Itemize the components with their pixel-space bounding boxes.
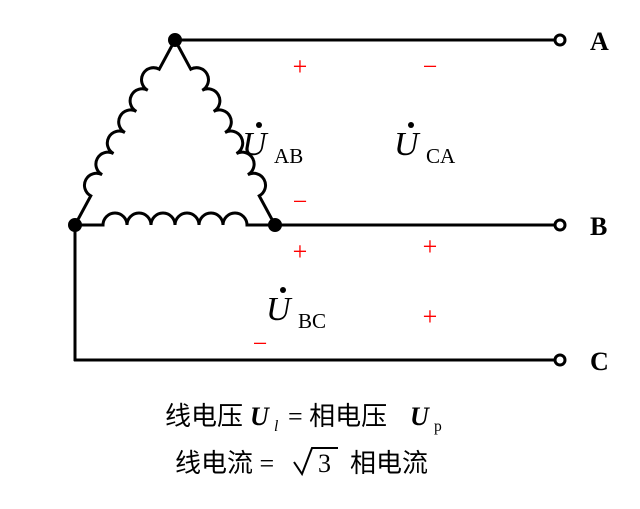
polarity-CA_minus: −: [423, 52, 438, 81]
terminal-label-C: C: [590, 347, 609, 376]
svg-text:U: U: [410, 402, 430, 431]
svg-text:l: l: [274, 418, 278, 435]
polarity-BC_plus_rt: +: [423, 302, 438, 331]
phasor-UBC: UBC: [266, 287, 326, 333]
terminal-label-B: B: [590, 212, 607, 241]
svg-text:= 相电压: = 相电压: [288, 402, 387, 431]
equation-line-1: 线电压Ul = 相电压Up: [165, 402, 442, 435]
svg-text:AB: AB: [274, 144, 303, 168]
svg-text:U: U: [250, 402, 270, 431]
polarity-BC_minus: −: [253, 329, 268, 358]
svg-text:线电压: 线电压: [165, 402, 243, 431]
svg-text:线电流 =: 线电流 =: [175, 449, 274, 478]
svg-text:U: U: [242, 126, 269, 163]
svg-text:相电流: 相电流: [350, 449, 428, 478]
svg-text:BC: BC: [298, 309, 326, 333]
polarity-AB_minus: −: [293, 187, 308, 216]
circuit-diagram: ABCUABUCAUBC+−+−++−线电压Ul = 相电压Up线电流 = 3 …: [0, 0, 640, 509]
equation-line-2: 线电流 = 3 相电流: [175, 448, 428, 478]
polarity-BC_plus_top: +: [293, 237, 308, 266]
polarity-AB_plus: +: [293, 52, 308, 81]
svg-text:CA: CA: [426, 144, 456, 168]
svg-text:U: U: [394, 126, 421, 163]
inductor-coil: [75, 213, 275, 225]
polarity-CA_plus: +: [423, 232, 438, 261]
phasor-UCA: UCA: [394, 122, 456, 168]
svg-text:3: 3: [318, 449, 331, 478]
phasor-UAB: UAB: [242, 122, 303, 168]
svg-text:p: p: [434, 418, 442, 435]
svg-text:U: U: [266, 291, 293, 328]
inductor-coil: [75, 40, 175, 225]
terminal-label-A: A: [590, 27, 609, 56]
